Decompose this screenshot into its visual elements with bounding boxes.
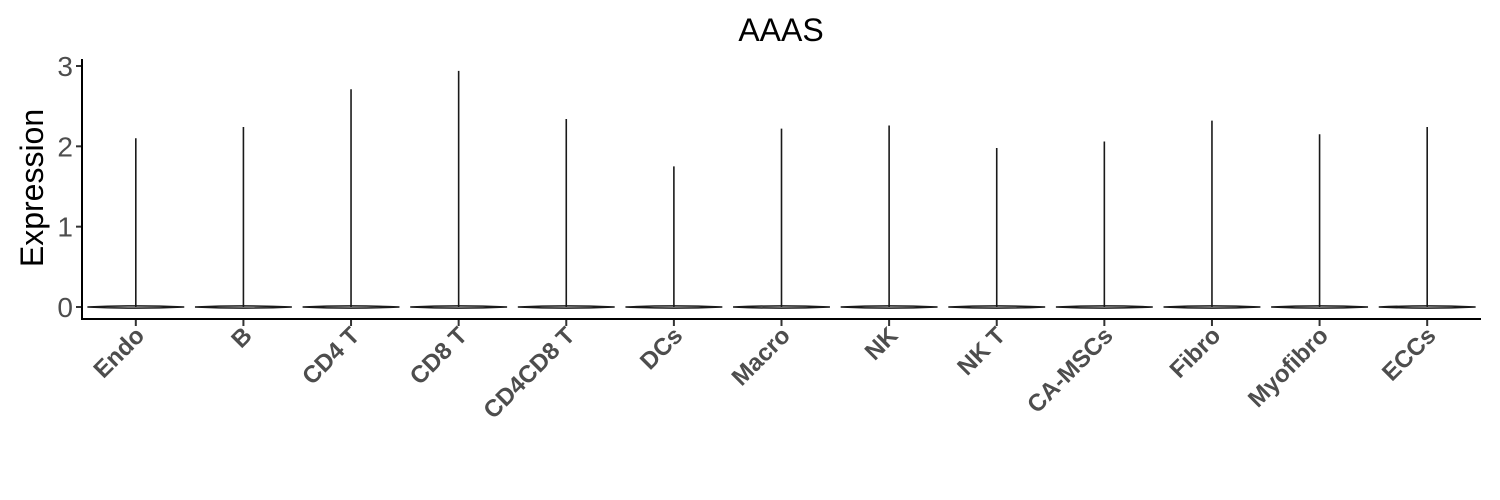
violin (302, 89, 400, 309)
chart-title: AAAS (738, 12, 823, 48)
y-tick-label: 1 (57, 212, 73, 243)
violin (1163, 120, 1261, 309)
violin (1271, 134, 1369, 309)
y-axis-label: Expression (14, 109, 50, 267)
x-axis-ticks: Endo B CD4 T CD8 T CD4CD8 T DCs Macro NK NK T CA-… (89, 319, 1441, 424)
violin (1055, 141, 1153, 309)
violin (1378, 127, 1476, 309)
y-tick-label: 0 (57, 292, 73, 323)
violin (87, 138, 185, 309)
x-tick-label: Fibro (1165, 322, 1227, 384)
x-tick-label: CD4CD8 T (478, 322, 580, 424)
x-tick-label: CA-MSCs (1022, 322, 1118, 418)
x-tick-label: NK T (952, 322, 1011, 381)
violin (733, 128, 830, 309)
violin (410, 70, 508, 309)
y-tick-label: 2 (57, 131, 73, 162)
x-tick-label: Macro (727, 322, 796, 391)
x-tick-label: B (226, 322, 257, 353)
x-tick-label: CD4 T (297, 322, 365, 390)
violin (625, 166, 723, 309)
violin (517, 119, 615, 309)
x-tick-label: ECCs (1377, 322, 1441, 386)
x-tick-label: DCs (635, 322, 688, 375)
x-tick-label: Endo (89, 322, 151, 384)
violin (840, 125, 938, 309)
y-tick-label: 3 (57, 51, 73, 82)
y-axis-ticks: 0 1 2 3 (57, 51, 82, 323)
violins (87, 70, 1476, 309)
x-tick-label: CD8 T (405, 322, 473, 390)
violin (194, 127, 292, 309)
x-tick-label: Myofibro (1243, 322, 1334, 413)
x-tick-label: NK (860, 322, 904, 366)
violin (948, 147, 1046, 309)
